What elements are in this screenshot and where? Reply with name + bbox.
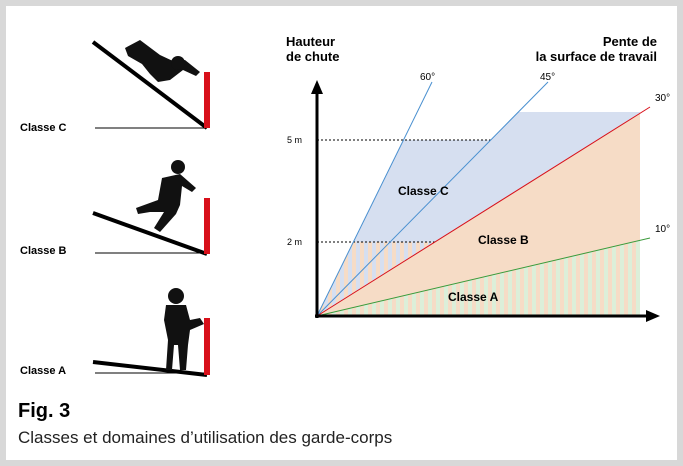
class-label: Classe B <box>20 245 67 257</box>
region-label: Classe B <box>478 233 529 247</box>
angle-label: 45° <box>540 72 555 83</box>
region-label: Classe C <box>398 184 449 198</box>
figure-caption: Classes et domaines d’utilisation des ga… <box>18 428 392 447</box>
axis-title: Hauteur <box>286 34 335 49</box>
arrow <box>646 310 660 322</box>
figure-number: Fig. 3 <box>18 400 70 422</box>
axis-title: Pente de <box>603 34 657 49</box>
angle-label: 10° <box>655 224 670 235</box>
angle-label: 60° <box>420 72 435 83</box>
height-label: 2 m <box>287 237 302 247</box>
arrow <box>311 80 323 94</box>
class-label: Classe A <box>20 365 66 377</box>
page: Classe C Classe B Classe A Hauteur de ch… <box>0 0 683 466</box>
left-figures <box>93 40 210 375</box>
axis-title: la surface de travail <box>536 49 657 64</box>
angle-label: 30° <box>655 93 670 104</box>
height-label: 5 m <box>287 135 302 145</box>
class-label: Classe C <box>20 122 67 134</box>
illustration: Classe C Classe B Classe A Hauteur de ch… <box>0 0 683 466</box>
region-label: Classe A <box>448 290 499 304</box>
axis-title: de chute <box>286 49 339 64</box>
